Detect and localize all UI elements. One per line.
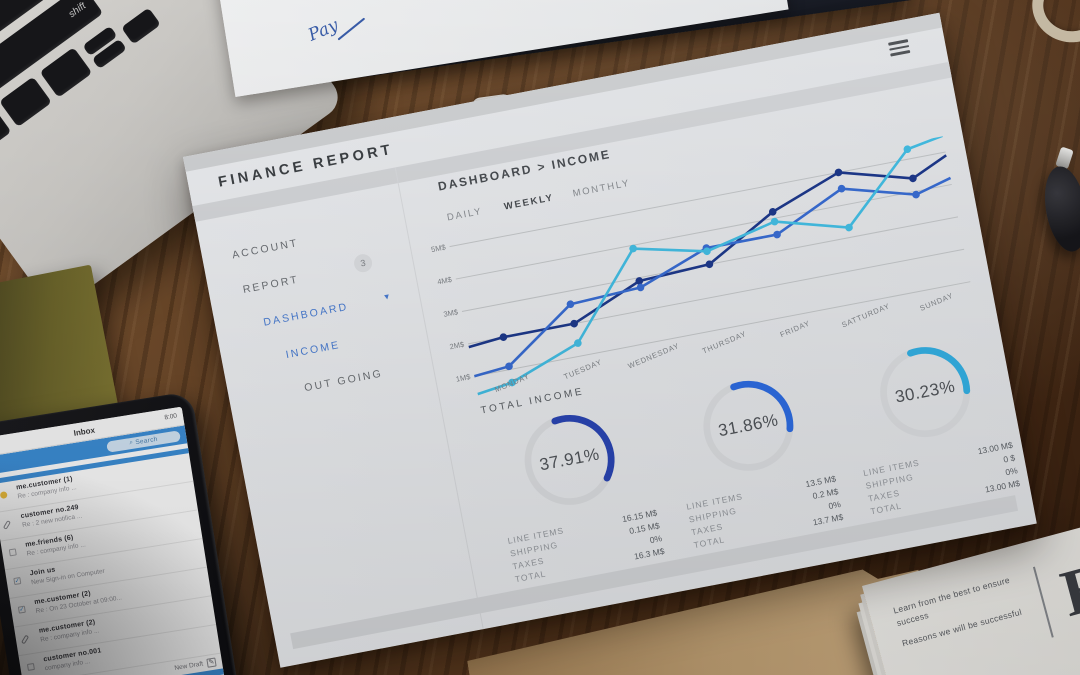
donut-percent: 31.86%: [716, 410, 780, 441]
paperclip-icon[interactable]: [2, 520, 11, 530]
donut-group-2: 31.86% LINE ITEMS 13.5 M$ SHIPPING 0.2 M$ TA…: [655, 359, 853, 554]
gridline: [449, 151, 946, 248]
donut-group-3: 30.23% LINE ITEMS 13.00 M$ SHIPPING 0 $ TAXE…: [832, 325, 1030, 520]
tab-daily[interactable]: DAILY: [446, 205, 484, 224]
sidebar-item-report[interactable]: REPORT: [241, 273, 300, 297]
donut-percent: 37.91%: [537, 444, 602, 475]
navy-line-point[interactable]: [499, 333, 508, 342]
checkbox-icon[interactable]: [8, 548, 17, 557]
laptop-key[interactable]: [0, 76, 52, 128]
finance-report-card: FINANCE REPORT ACCOUNT REPORT 3 DASHBOAR…: [183, 12, 1037, 668]
checkbox-checked-icon[interactable]: ✓: [17, 605, 26, 614]
handwriting-underline: [337, 17, 365, 41]
navy-line-point[interactable]: [768, 207, 777, 216]
cyan-line-point[interactable]: [770, 217, 779, 226]
navy-line-point[interactable]: [705, 260, 714, 269]
tab-weekly[interactable]: WEEKLY: [503, 192, 555, 213]
cyan-line-point[interactable]: [703, 247, 712, 256]
new-draft-button[interactable]: New Draft: [173, 660, 204, 672]
clock-text: 8:00: [163, 412, 178, 422]
smartphone: Inbox 8:00 ⌕ Search me.customer (1) Re : …: [0, 390, 243, 675]
cyan-line-point[interactable]: [903, 145, 912, 154]
y-axis-tick: 1M$: [455, 372, 472, 384]
navy-line-point[interactable]: [834, 168, 843, 177]
cyan-line-point[interactable]: [573, 339, 582, 348]
donut-arc: [880, 347, 971, 438]
sidebar-item-outgoing[interactable]: OUT GOING: [303, 367, 384, 395]
inbox-title: Inbox: [72, 425, 96, 438]
donut-arc: [703, 380, 794, 471]
handwritten-note: Pay: [305, 15, 342, 46]
blue-line-point[interactable]: [837, 184, 846, 193]
sidebar-item-account[interactable]: ACCOUNT: [231, 236, 300, 262]
blue-line-point[interactable]: [912, 190, 921, 199]
cyan-line-point[interactable]: [629, 244, 638, 253]
newspaper-headline: BU: [1032, 536, 1080, 638]
arrow-key-right[interactable]: [121, 7, 161, 45]
donut-chart: 37.91%: [509, 399, 631, 521]
y-axis-tick: 4M$: [436, 274, 453, 287]
chevron-down-icon[interactable]: ▼: [382, 291, 392, 302]
donut-chart: 30.23%: [864, 331, 986, 453]
email-list: me.customer (1) Re : company info ... cust…: [0, 453, 221, 675]
blue-line-point[interactable]: [636, 283, 645, 292]
report-count-badge: 3: [352, 252, 374, 274]
navy-line-point[interactable]: [908, 174, 917, 183]
cyan-line-point[interactable]: [508, 378, 517, 387]
paperclip-icon[interactable]: [21, 634, 30, 645]
compose-icon[interactable]: ✎: [206, 657, 217, 668]
y-axis-tick: 5M$: [430, 242, 447, 255]
income-line-chart: 5M$ 4M$ 3M$ 2M$ 1M$ MONDAY TUESDAY WEDNESDAY THU…: [430, 134, 982, 398]
phone-screen: Inbox 8:00 ⌕ Search me.customer (1) Re : …: [0, 406, 229, 675]
checkbox-icon[interactable]: [26, 662, 35, 671]
donut-percent: 30.23%: [893, 376, 957, 407]
search-placeholder: Search: [134, 435, 159, 446]
rope-coil: [1023, 0, 1080, 53]
newspaper-tagline: Learn from the best to ensure success Re…: [892, 571, 1034, 659]
shift-key-label: shift: [66, 0, 88, 20]
menu-icon[interactable]: [888, 39, 911, 59]
navy-line-point[interactable]: [635, 277, 644, 286]
blue-line-point[interactable]: [773, 230, 782, 239]
navy-line-point[interactable]: [570, 319, 579, 328]
sidebar-item-income[interactable]: INCOME: [284, 338, 342, 362]
donut-chart: 31.86%: [688, 365, 810, 487]
donut-arc: [524, 414, 615, 505]
line-chart-svg: [449, 134, 971, 396]
gridline: [474, 281, 971, 377]
blue-line-point[interactable]: [566, 300, 575, 309]
sidebar-item-dashboard[interactable]: DASHBOARD: [262, 300, 350, 329]
y-axis-tick: 2M$: [448, 339, 465, 352]
cyan-line-point[interactable]: [845, 223, 854, 232]
blue-line-point[interactable]: [505, 362, 514, 371]
magnifier-handle: [1038, 163, 1080, 255]
laptop-key[interactable]: [39, 47, 93, 98]
unread-dot-icon[interactable]: [0, 491, 8, 500]
donut-group-1: 37.91% LINE ITEMS 16.15 M$ SHIPPING 0.15 M$…: [476, 393, 674, 588]
y-axis-tick: 3M$: [442, 307, 459, 319]
checkbox-checked-icon[interactable]: ✓: [13, 576, 22, 586]
